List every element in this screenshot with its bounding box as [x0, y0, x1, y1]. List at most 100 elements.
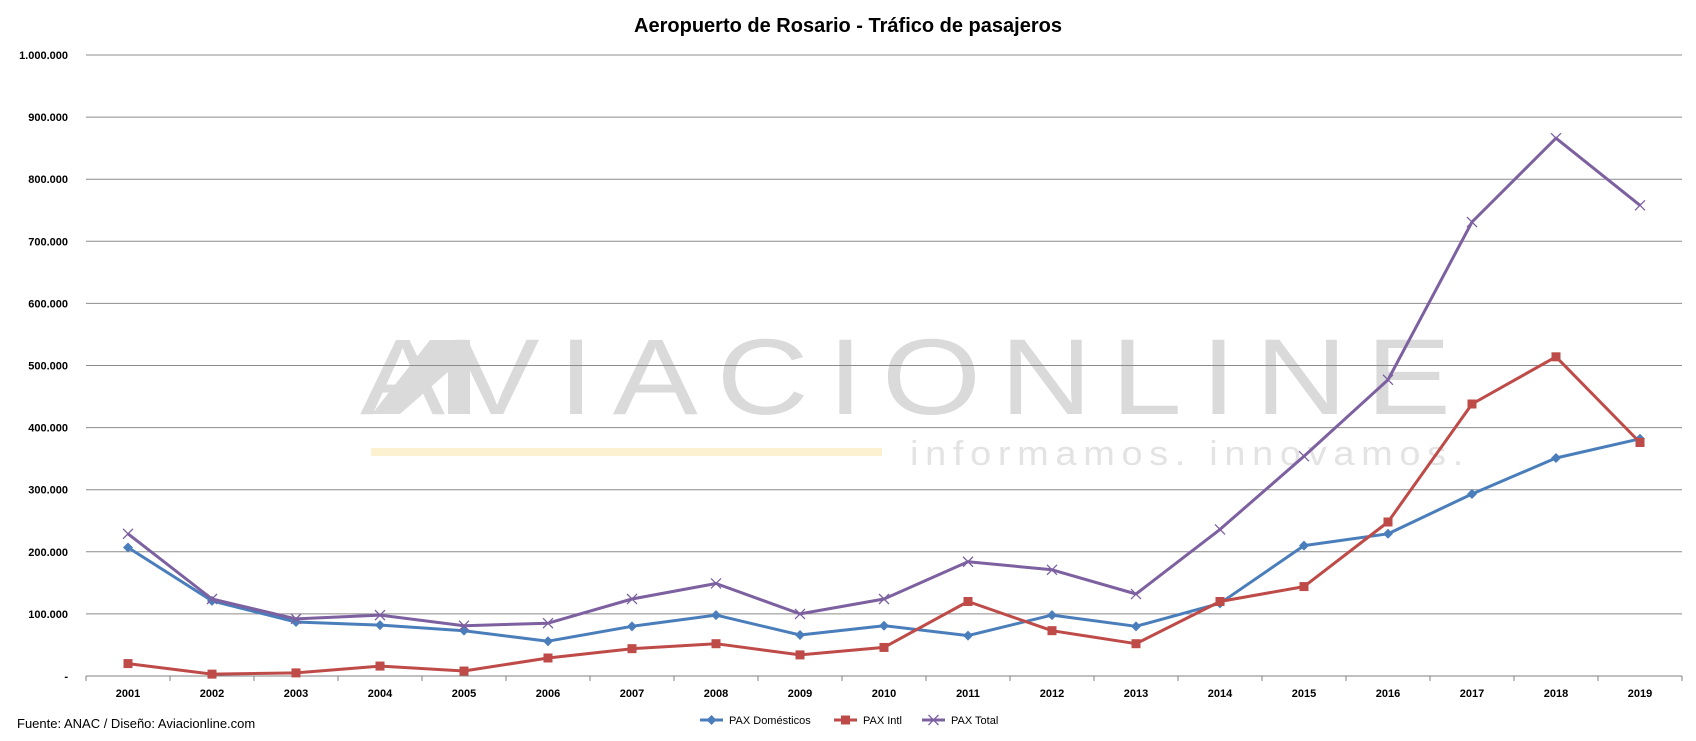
y-tick-label: 400.000: [28, 423, 68, 435]
data-point: [1131, 639, 1141, 649]
x-tick-label: 2002: [200, 688, 224, 700]
y-tick-label: 300.000: [28, 485, 68, 497]
data-point: [963, 596, 973, 606]
data-point: [1382, 374, 1394, 386]
watermark-sub-text: informamos. innovamos.: [910, 435, 1470, 473]
data-point: [1214, 523, 1226, 535]
data-point: [711, 610, 721, 621]
data-point: [207, 669, 217, 679]
data-point: [1383, 517, 1393, 527]
y-tick-label: -: [64, 671, 68, 683]
data-point: [795, 650, 805, 660]
x-tick-label: 2012: [1040, 688, 1064, 700]
y-tick-label: 600.000: [28, 298, 68, 310]
data-point: [123, 542, 133, 553]
y-tick-label: 100.000: [28, 609, 68, 621]
data-point: [1551, 453, 1561, 464]
y-tick-label: 800.000: [28, 174, 68, 186]
grid: [86, 54, 1682, 615]
data-point: [710, 578, 722, 589]
data-point: [1299, 582, 1309, 592]
data-point: [1635, 438, 1645, 448]
legend-label: PAX Total: [951, 715, 998, 727]
y-tick-label: 1.000.000: [19, 50, 68, 62]
x-tick-label: 2013: [1124, 688, 1148, 700]
legend-item: PAX Total: [922, 714, 998, 727]
watermark-logo-icon: [372, 340, 470, 414]
x-tick-label: 2008: [704, 688, 728, 700]
x-tick-label: 2007: [620, 688, 644, 700]
x-tick-label: 2015: [1292, 688, 1316, 700]
data-point: [626, 593, 638, 605]
data-point: [878, 593, 890, 605]
watermark-main-text: AVIACIONLINE: [360, 316, 1470, 437]
data-point: [711, 639, 721, 649]
x-tick-label: 2018: [1544, 688, 1568, 700]
data-point: [122, 528, 134, 540]
legend-item: PAX Domésticos: [700, 715, 811, 727]
data-point: [879, 642, 889, 652]
watermark-stripe: [371, 448, 882, 456]
data-point: [879, 620, 889, 631]
legend-item: PAX Intl: [834, 715, 902, 727]
y-tick-label: 500.000: [28, 361, 68, 373]
y-tick-label: 200.000: [28, 547, 68, 559]
x-tick-label: 2004: [368, 688, 393, 700]
data-point: [543, 636, 553, 647]
data-point: [459, 666, 469, 676]
data-point: [1550, 132, 1562, 144]
series-2: [123, 352, 1645, 679]
legend-label: PAX Intl: [863, 715, 902, 727]
x-tick-label: 2017: [1460, 688, 1484, 700]
x-tick-label: 2019: [1628, 688, 1652, 700]
series-layer: [122, 132, 1646, 679]
data-point: [290, 613, 302, 625]
data-point: [374, 609, 386, 621]
data-point: [1466, 216, 1478, 228]
data-point: [1215, 596, 1225, 606]
data-point: [1467, 399, 1477, 409]
data-point: [291, 668, 301, 678]
watermark: AVIACIONLINE informamos. innovamos.: [360, 316, 1470, 473]
legend-marker: [706, 715, 717, 725]
data-point: [375, 661, 385, 671]
legend: PAX Domésticos PAX Intl PAX Total: [700, 714, 998, 727]
data-point: [1551, 352, 1561, 362]
chart-title: Aeropuerto de Rosario - Tráfico de pasaj…: [634, 15, 1062, 37]
data-point: [1467, 489, 1477, 500]
data-point: [542, 617, 554, 629]
data-point: [1046, 564, 1058, 576]
x-tick-label: 2005: [452, 688, 476, 700]
x-tick-label: 2006: [536, 688, 560, 700]
y-axis-ticks: - 100.000 200.000 300.000 400.000 500.000 600.…: [19, 50, 68, 683]
legend-marker: [841, 715, 850, 725]
data-point: [458, 620, 470, 632]
data-point: [123, 659, 133, 669]
x-axis-ticks: 2001 2002 2003 2004 2005 2006 2007 2008 2009 2010…: [85, 676, 1683, 700]
data-point: [1047, 626, 1057, 636]
data-point: [1131, 621, 1141, 632]
y-tick-label: 900.000: [28, 112, 68, 124]
x-tick-label: 2014: [1208, 688, 1233, 700]
x-tick-label: 2016: [1376, 688, 1400, 700]
y-tick-label: 700.000: [28, 236, 68, 248]
series-3: [122, 132, 1646, 632]
series-1: [123, 433, 1645, 647]
data-point: [794, 608, 806, 620]
legend-label: PAX Domésticos: [729, 715, 811, 727]
data-point: [1299, 540, 1309, 551]
x-tick-label: 2009: [788, 688, 812, 700]
data-point: [1047, 610, 1057, 621]
data-point: [963, 630, 973, 641]
source-note: Fuente: ANAC / Diseño: Aviacionline.com: [17, 716, 255, 731]
legend-marker: [928, 714, 939, 726]
data-point: [795, 630, 805, 641]
data-point: [1634, 199, 1646, 211]
data-point: [1298, 450, 1310, 462]
x-tick-label: 2010: [872, 688, 896, 700]
x-tick-label: 2001: [116, 688, 140, 700]
data-point: [962, 556, 974, 568]
data-point: [1383, 528, 1393, 539]
x-tick-label: 2011: [956, 688, 980, 700]
